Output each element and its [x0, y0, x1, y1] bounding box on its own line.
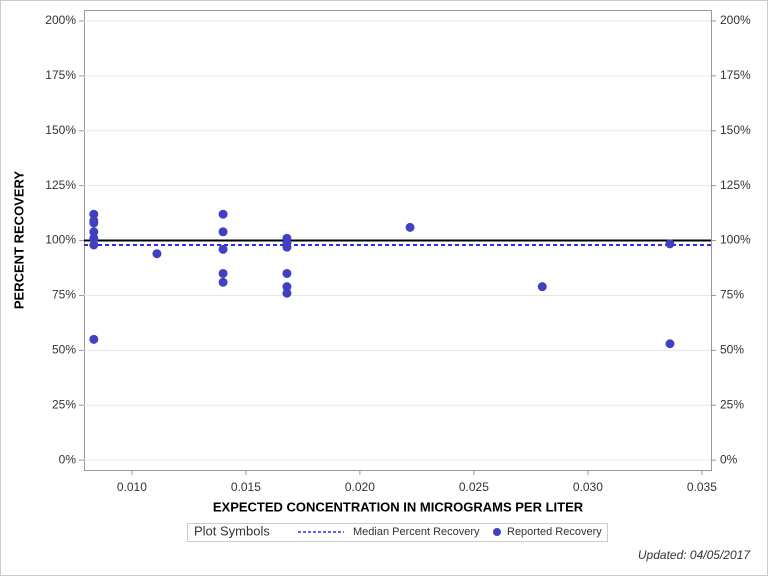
y-tick-label: 125%: [45, 178, 76, 192]
legend-label: Median Percent Recovery: [353, 526, 480, 538]
x-tick-label: 0.030: [573, 480, 603, 494]
y2-tick-label: 175%: [720, 68, 751, 82]
y2-tick-label: 25%: [720, 397, 744, 411]
x-tick-label: 0.035: [687, 480, 717, 494]
y2-tick-label: 0%: [720, 452, 738, 466]
y-tick-label: 75%: [52, 288, 76, 302]
data-point: [218, 268, 228, 278]
y-tick-label: 150%: [45, 123, 76, 137]
data-point: [89, 209, 99, 219]
legend-title: Plot Symbols: [194, 523, 270, 538]
data-point: [282, 242, 292, 252]
data-point: [282, 288, 292, 298]
y-axis-label: PERCENT RECOVERY: [11, 171, 26, 310]
data-point: [218, 227, 228, 237]
data-point: [89, 227, 99, 237]
y-tick-label: 25%: [52, 397, 76, 411]
footer: Updated: 04/05/2017: [638, 548, 751, 562]
data-point: [89, 218, 99, 228]
legend-label: Reported Recovery: [507, 526, 602, 538]
data-point: [218, 209, 228, 219]
data-point: [282, 268, 292, 278]
data-point: [89, 233, 99, 243]
data-point: [537, 282, 547, 292]
data-point: [405, 222, 415, 232]
data-point: [665, 239, 675, 249]
data-point: [152, 249, 162, 259]
data-point: [665, 339, 675, 349]
data-point: [89, 240, 99, 250]
x-tick-label: 0.015: [231, 480, 261, 494]
y-tick-label: 175%: [45, 68, 76, 82]
x-tick-label: 0.010: [117, 480, 147, 494]
y2-tick-label: 150%: [720, 123, 751, 137]
y2-tick-label: 200%: [720, 13, 751, 27]
y2-tick-label: 50%: [720, 343, 744, 357]
y2-tick-label: 75%: [720, 288, 744, 302]
legend: [187, 523, 608, 542]
data-point: [218, 244, 228, 254]
data-point: [89, 334, 99, 344]
data-point: [282, 282, 292, 292]
x-tick-label: 0.025: [459, 480, 489, 494]
x-tick-label: 0.020: [345, 480, 375, 494]
x-axis-label: EXPECTED CONCENTRATION IN MICROGRAMS PER…: [213, 499, 584, 514]
y-tick-label: 200%: [45, 13, 76, 27]
y-tick-label: 100%: [45, 233, 76, 247]
y2-tick-label: 100%: [720, 233, 751, 247]
y-tick-label: 50%: [52, 343, 76, 357]
y2-tick-label: 125%: [720, 178, 751, 192]
y-tick-label: 0%: [59, 452, 77, 466]
legend-swatch: [493, 528, 501, 536]
data-point: [218, 277, 228, 287]
